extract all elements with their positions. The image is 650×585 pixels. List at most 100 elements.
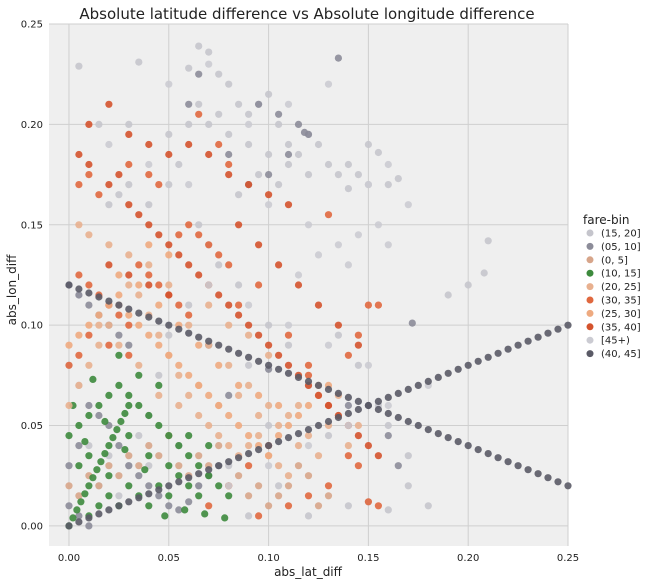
data-point (145, 221, 153, 229)
data-point (105, 506, 113, 514)
data-point (374, 405, 382, 414)
data-point (235, 349, 243, 357)
data-point (165, 130, 173, 138)
data-point (394, 175, 402, 183)
y-tick-label: 0.25 (21, 20, 43, 31)
data-point (404, 482, 412, 490)
data-point (95, 341, 103, 349)
data-point (135, 361, 143, 369)
data-point (105, 321, 113, 329)
data-point (85, 171, 93, 179)
y-tick-label: 0.15 (21, 220, 43, 231)
data-point (135, 58, 143, 66)
data-point (175, 325, 183, 333)
data-point (255, 331, 263, 339)
legend-marker (586, 283, 594, 291)
data-point (125, 271, 133, 279)
data-point (374, 301, 382, 309)
data-point (75, 285, 83, 293)
data-point (524, 466, 532, 474)
data-point (77, 498, 85, 506)
data-point (284, 321, 293, 329)
data-point (205, 466, 213, 474)
data-point (304, 432, 313, 440)
data-point (275, 120, 283, 128)
data-point (265, 341, 273, 349)
data-point (284, 434, 293, 442)
legend-marker (586, 309, 594, 317)
data-point (185, 261, 193, 269)
data-point (125, 305, 133, 313)
data-point (414, 381, 422, 389)
data-point (95, 120, 103, 128)
data-point (454, 438, 462, 446)
data-point (235, 100, 243, 108)
data-point (354, 462, 362, 470)
data-point (265, 171, 273, 179)
data-point (75, 492, 83, 500)
data-point (201, 510, 209, 518)
data-point (121, 446, 129, 454)
legend-title: fare-bin (583, 213, 630, 227)
legend-marker (586, 350, 594, 358)
data-point (115, 291, 123, 299)
data-point (75, 518, 83, 526)
data-point (85, 514, 93, 522)
data-point (314, 381, 323, 389)
data-point (225, 361, 233, 369)
data-point (75, 62, 83, 70)
data-point (155, 301, 163, 309)
data-point (105, 442, 113, 450)
data-point (284, 482, 293, 490)
data-point (85, 301, 93, 309)
data-point (275, 438, 283, 446)
data-point (75, 462, 83, 470)
data-point (205, 337, 213, 345)
data-point (135, 261, 143, 269)
data-point (145, 140, 153, 149)
data-point (554, 325, 562, 333)
data-point (245, 321, 253, 329)
data-point (215, 291, 223, 299)
data-point (205, 48, 213, 56)
data-point (245, 120, 253, 128)
data-point (205, 502, 213, 510)
data-point (265, 462, 273, 470)
data-point (225, 80, 233, 88)
data-point (404, 417, 412, 426)
data-point (275, 492, 283, 500)
data-point (105, 140, 113, 149)
data-point (434, 373, 442, 381)
data-point (235, 381, 243, 389)
data-point (374, 502, 382, 510)
data-point (121, 409, 129, 418)
data-point (265, 321, 273, 329)
data-point (135, 309, 143, 317)
data-point (85, 482, 93, 490)
data-point (185, 498, 193, 506)
data-point (404, 201, 412, 209)
data-point (75, 331, 83, 339)
data-point (514, 462, 522, 470)
x-tick-label: 0.10 (257, 553, 279, 564)
legend-marker (586, 269, 594, 277)
data-point (344, 502, 352, 510)
data-point (75, 221, 83, 229)
data-point (245, 331, 253, 339)
data-point (294, 150, 303, 159)
data-point (294, 401, 303, 410)
data-point (215, 442, 223, 450)
data-point (294, 373, 303, 381)
data-point (235, 454, 243, 462)
data-point (354, 331, 362, 339)
data-point (384, 401, 392, 410)
data-point (284, 369, 293, 377)
data-point (185, 140, 193, 149)
data-point (245, 381, 253, 389)
data-point (215, 341, 223, 349)
data-point (73, 506, 81, 514)
data-point (354, 397, 362, 405)
data-point (314, 421, 323, 430)
data-point (95, 411, 103, 420)
data-point (205, 60, 213, 68)
